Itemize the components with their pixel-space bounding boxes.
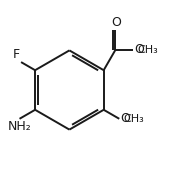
Text: O: O [120, 112, 130, 125]
Text: O: O [111, 16, 121, 29]
Text: NH₂: NH₂ [8, 120, 31, 133]
Text: O: O [134, 43, 144, 57]
Text: F: F [13, 48, 20, 61]
Text: CH₃: CH₃ [124, 114, 145, 124]
Text: CH₃: CH₃ [137, 45, 158, 55]
